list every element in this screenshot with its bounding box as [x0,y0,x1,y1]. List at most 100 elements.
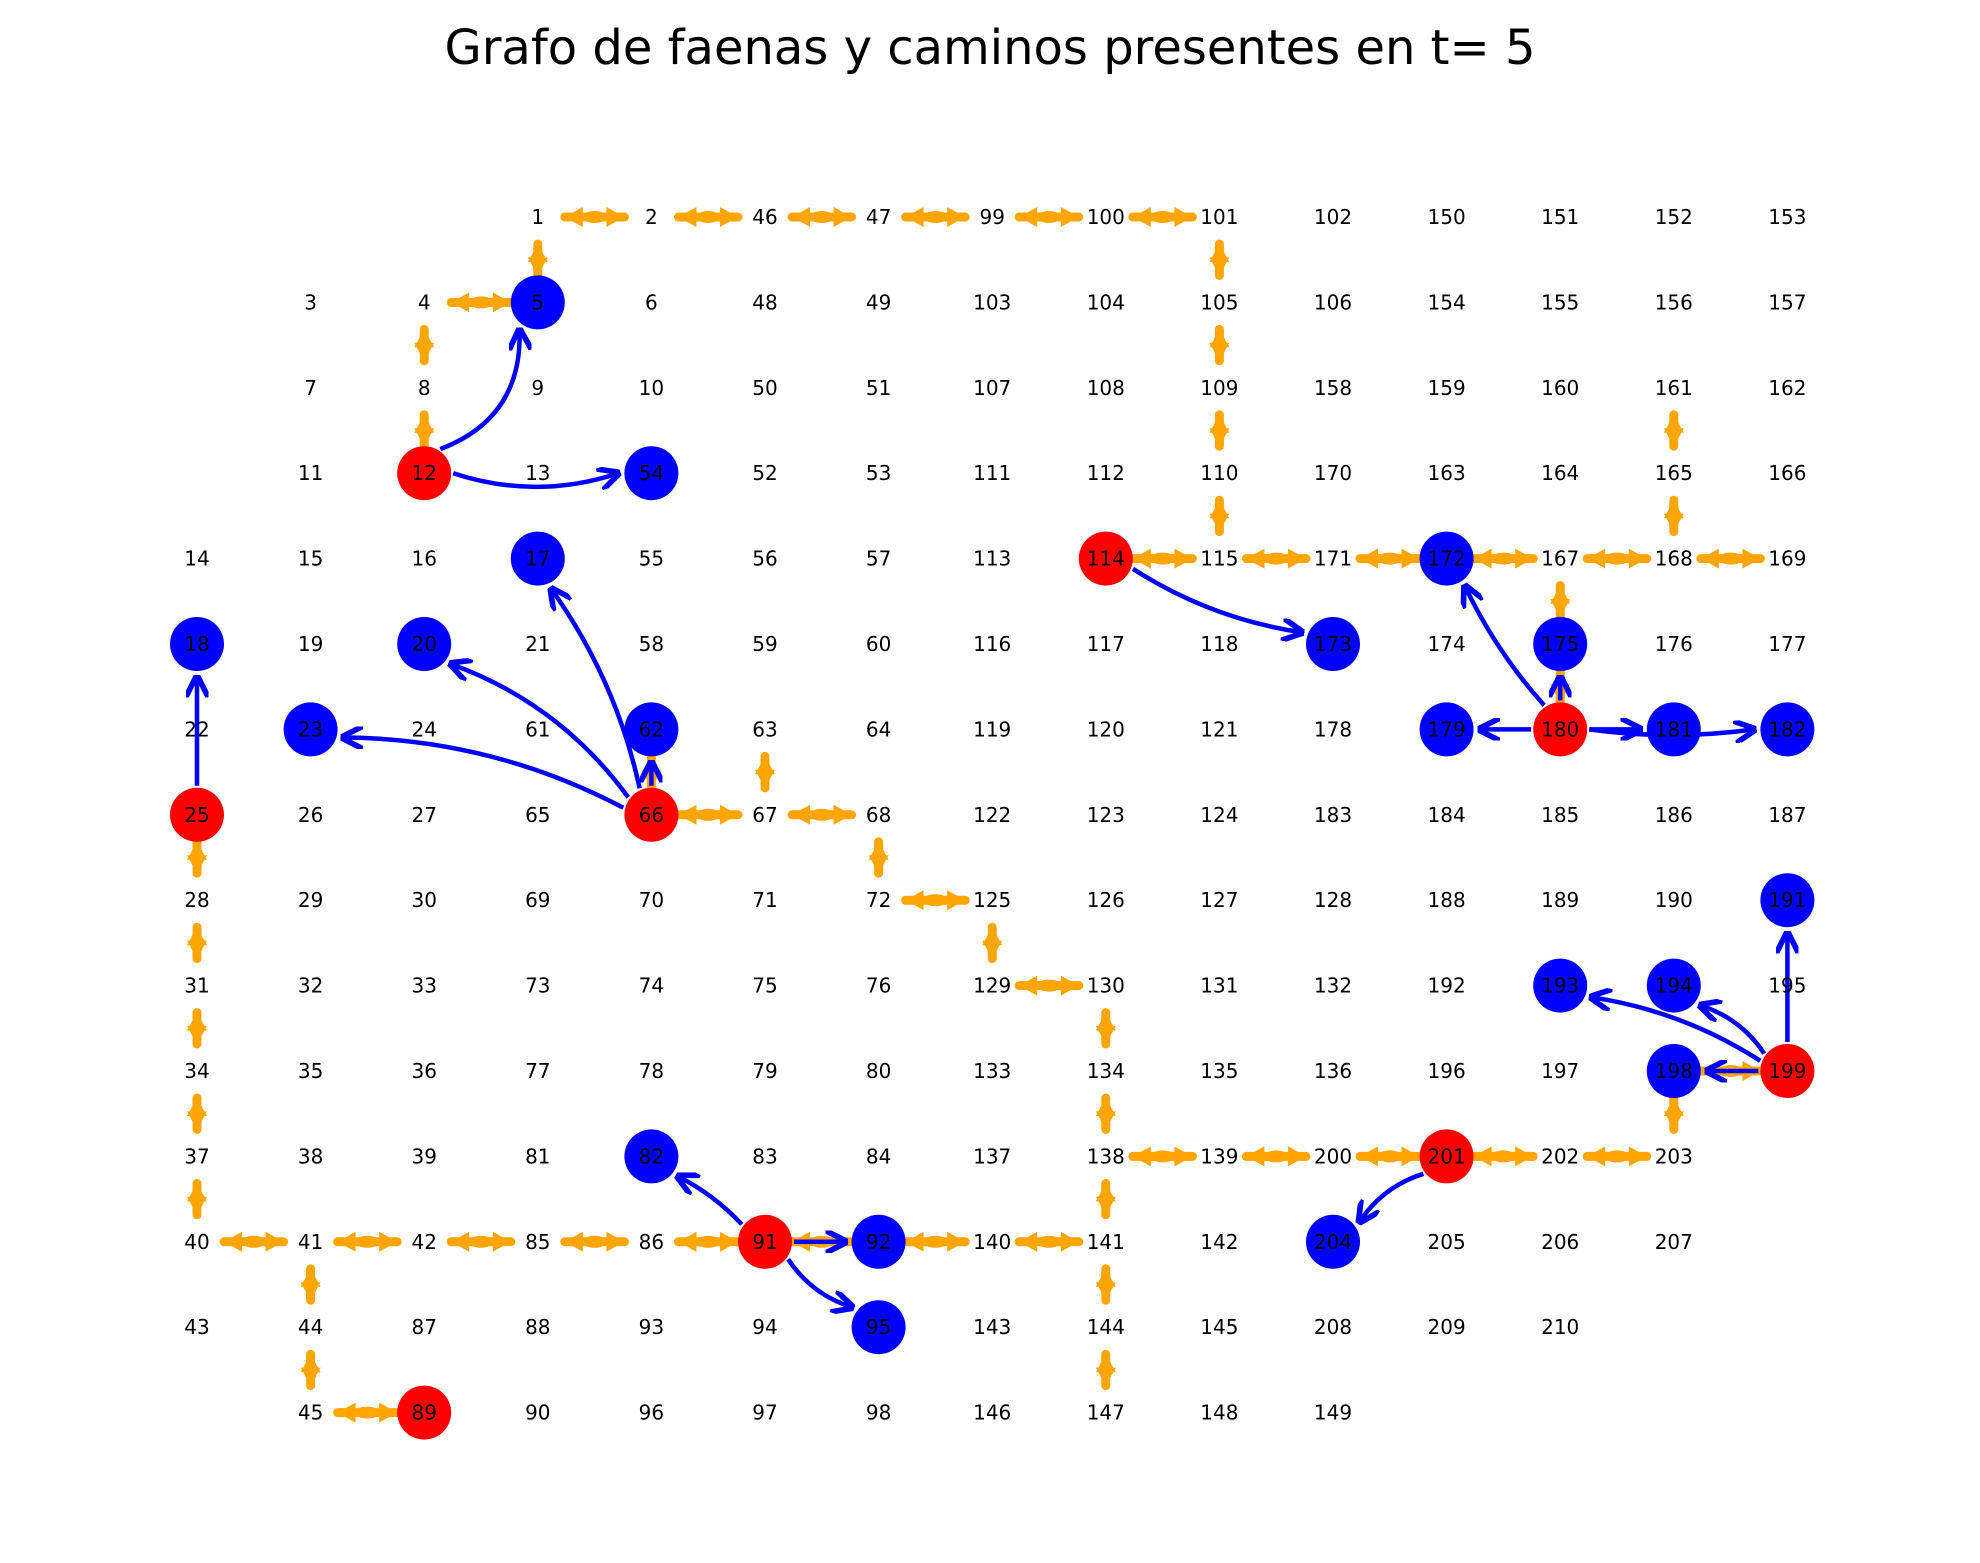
node-label-108: 108 [1087,376,1125,400]
node-label-137: 137 [973,1144,1011,1168]
node-label-27: 27 [411,803,436,827]
node-label-193: 193 [1541,974,1579,998]
road-63-67 [755,751,775,793]
node-label-188: 188 [1428,888,1466,912]
destino-node-173 [1306,617,1360,671]
node-label-207: 207 [1655,1230,1693,1254]
road-85-86 [560,1231,629,1252]
node-label-72: 72 [866,888,891,912]
faena-node-89 [397,1385,452,1440]
node-label-103: 103 [973,290,1011,314]
faena-node-114 [1078,531,1133,586]
road-201-202 [1469,1146,1538,1167]
node-label-106: 106 [1314,290,1352,314]
faena-node-180 [1533,702,1588,757]
node-label-26: 26 [298,803,323,827]
road-172-167 [1469,548,1538,569]
node-label-51: 51 [866,376,891,400]
node-label-168: 168 [1655,547,1693,571]
node-label-119: 119 [973,717,1011,741]
path-arrow-12-54 [452,473,618,487]
node-label-35: 35 [298,1059,323,1083]
node-label-117: 117 [1087,632,1125,656]
node-label-111: 111 [973,461,1011,485]
node-label-56: 56 [752,547,777,571]
node-label-209: 209 [1428,1315,1466,1339]
road-37-40 [187,1178,207,1220]
road-44-45 [300,1349,321,1391]
destino-node-62 [624,702,679,757]
node-label-147: 147 [1087,1401,1125,1425]
node-label-104: 104 [1087,290,1125,314]
node-label-153: 153 [1768,205,1806,229]
node-label-83: 83 [752,1144,777,1168]
road-8-12 [414,410,435,451]
destino-node-198 [1646,1044,1701,1098]
node-label-95: 95 [866,1315,891,1339]
node-label-158: 158 [1314,376,1352,400]
node-label-71: 71 [752,888,777,912]
node-label-70: 70 [639,888,664,912]
node-label-130: 130 [1087,974,1125,998]
node-label-102: 102 [1314,205,1352,229]
node-label-135: 135 [1200,1059,1238,1083]
node-label-98: 98 [866,1401,891,1425]
road-41-42 [333,1231,402,1252]
node-label-73: 73 [525,974,550,998]
node-label-78: 78 [639,1059,664,1083]
path-arrow-199-193 [1591,997,1762,1063]
node-label-16: 16 [411,547,436,571]
node-label-114: 114 [1087,547,1125,571]
destino-node-181 [1646,702,1701,757]
road-99-100 [1014,207,1084,227]
road-105-109 [1209,324,1230,366]
node-label-150: 150 [1428,205,1466,229]
destino-node-54 [624,446,679,501]
node-label-57: 57 [866,547,891,571]
road-42-85 [446,1231,516,1252]
path-arrow-199-194 [1700,1005,1767,1055]
node-label-53: 53 [866,461,891,485]
road-2-46 [673,207,743,227]
node-label-75: 75 [752,974,777,998]
node-label-183: 183 [1314,803,1352,827]
node-label-20: 20 [411,632,436,656]
node-label-152: 152 [1655,205,1693,229]
road-129-130 [1014,975,1084,996]
road-28-31 [187,922,207,964]
node-label-177: 177 [1768,632,1806,656]
road-141-144 [1095,1264,1116,1305]
node-label-148: 148 [1200,1401,1238,1425]
node-label-109: 109 [1200,376,1238,400]
node-label-15: 15 [298,547,323,571]
road-66-67 [673,804,743,825]
road-31-34 [187,1008,207,1049]
path-arrow-91-95 [786,1257,852,1307]
node-label-40: 40 [184,1230,209,1254]
node-label-165: 165 [1655,461,1693,485]
node-label-175: 175 [1541,632,1579,656]
node-label-129: 129 [973,974,1011,998]
path-arrow-180-182 [1588,729,1754,735]
node-label-156: 156 [1655,290,1693,314]
destino-node-179 [1419,702,1474,757]
road-138-139 [1128,1146,1197,1167]
node-label-64: 64 [866,717,891,741]
node-label-17: 17 [525,547,550,571]
road-115-171 [1241,548,1311,569]
road-114-115 [1128,548,1197,569]
node-label-66: 66 [639,803,664,827]
node-label-82: 82 [639,1144,664,1168]
node-label-54: 54 [639,461,664,485]
node-label-10: 10 [639,376,664,400]
node-label-28: 28 [184,888,209,912]
node-label-8: 8 [418,376,431,400]
node-label-79: 79 [752,1059,777,1083]
node-label-154: 154 [1428,290,1466,314]
node-label-5: 5 [531,290,544,314]
node-label-85: 85 [525,1230,550,1254]
node-label-161: 161 [1655,376,1693,400]
destino-node-193 [1533,958,1588,1013]
node-label-38: 38 [298,1144,323,1168]
